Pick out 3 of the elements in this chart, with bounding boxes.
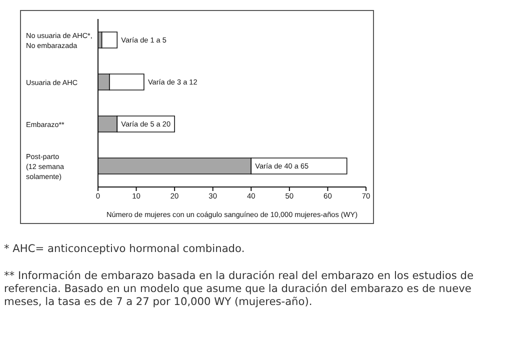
- text: * AHC= anticonceptivo hormonal combinado.: [4, 243, 246, 256]
- bar: [101, 32, 118, 48]
- text: ** Información de embarazo basada en la duración real del embarazo en los estudios de referencia. Basado en un modelo que asume que la duración del embarazo es de nueve meses, la tasa es de 7 a 27 por 10,000 WY (mujeres-año).: [4, 270, 474, 309]
